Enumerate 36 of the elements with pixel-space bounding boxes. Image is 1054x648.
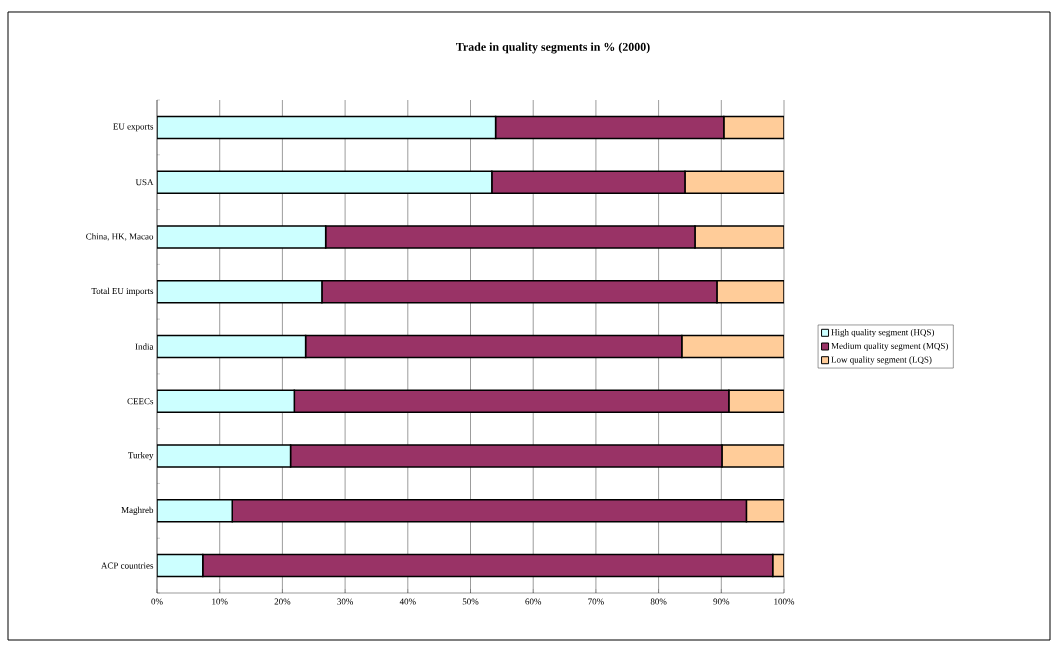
x-tick-label: 80% <box>650 598 667 605</box>
y-tick-label: India <box>135 343 154 350</box>
y-tick-label: ACP countries <box>101 562 154 569</box>
x-tick-label: 70% <box>588 598 604 605</box>
x-tick-label: 100% <box>774 598 795 605</box>
legend-label: Medium quality segment (MQS) <box>831 342 948 351</box>
bar <box>157 389 296 414</box>
bar <box>157 225 327 249</box>
x-tick-label: 40% <box>399 598 416 605</box>
bar <box>681 334 785 359</box>
x-tick-label: 0% <box>151 598 163 605</box>
y-tick-label: CEECs <box>127 398 154 405</box>
x-tick-label: 60% <box>525 598 542 605</box>
bar <box>157 553 204 578</box>
bar <box>723 115 785 140</box>
bar <box>716 279 785 304</box>
chart-title: Trade in quality segments in % (2000) <box>456 42 650 54</box>
bar <box>157 444 292 468</box>
x-tick-label: 90% <box>713 598 730 605</box>
y-tick-label: China, HK, Macao <box>86 233 154 241</box>
y-tick-label: EU exports <box>113 123 154 132</box>
x-tick-label: 10% <box>212 598 228 605</box>
bar <box>157 279 323 304</box>
bar <box>157 334 307 359</box>
x-tick-label: 50% <box>462 598 479 605</box>
bar <box>728 389 785 414</box>
bar <box>157 115 497 140</box>
y-tick-label: Turkey <box>128 451 154 461</box>
legend-label: High quality segment (HQS) <box>831 328 934 338</box>
bar <box>157 170 493 194</box>
x-tick-label: 20% <box>274 598 291 605</box>
y-tick-label: Total EU imports <box>91 287 154 296</box>
y-tick-label: Maghreb <box>121 506 154 515</box>
x-tick-label: 30% <box>337 598 354 605</box>
y-tick-label: USA <box>135 179 154 186</box>
legend-label: Low quality segment (LQS) <box>831 356 932 365</box>
